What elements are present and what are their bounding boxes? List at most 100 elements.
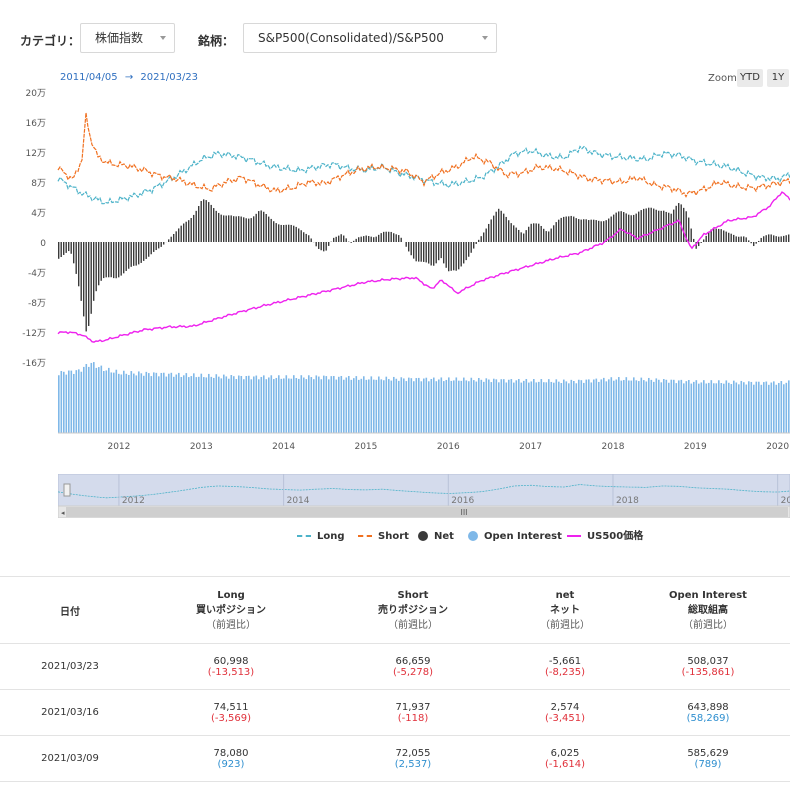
open-interest-bar xyxy=(480,379,483,433)
net-bar xyxy=(170,236,172,242)
open-interest-bar xyxy=(283,378,285,433)
open-interest-bar xyxy=(655,378,658,433)
open-interest-bar xyxy=(750,381,753,433)
net-bar xyxy=(660,210,662,242)
legend-item-us500[interactable]: US500価格 xyxy=(567,528,643,546)
open-interest-bar xyxy=(345,377,348,433)
open-interest-bar xyxy=(383,380,385,433)
net-bar xyxy=(205,200,207,242)
net-bar xyxy=(415,242,417,262)
y-axis-labels: 20万 16万 12万 8万 4万 0 -4万 -8万 -12万 -16万 xyxy=(22,89,46,369)
open-interest-bar xyxy=(648,377,650,433)
open-interest-bar xyxy=(575,383,578,433)
open-interest-bar xyxy=(485,378,488,433)
net-bar xyxy=(70,242,72,254)
open-interest-bar xyxy=(303,377,305,433)
net-bar xyxy=(610,216,612,242)
legend-us500-symbol xyxy=(567,535,581,537)
net-bar xyxy=(700,242,702,243)
open-interest-bar xyxy=(483,381,485,433)
open-interest-bar xyxy=(535,382,538,433)
net-bar xyxy=(175,231,177,242)
net-bar xyxy=(698,242,700,247)
open-interest-bar xyxy=(378,376,380,433)
open-interest-bar xyxy=(675,383,678,433)
net-bar xyxy=(225,215,227,242)
open-interest-bar xyxy=(273,379,275,433)
net-bar xyxy=(65,242,67,253)
open-interest-bar xyxy=(635,380,638,433)
net-bar xyxy=(413,242,415,259)
legend-item-net[interactable]: Net xyxy=(418,528,454,546)
range-start[interactable]: 2011/04/05 xyxy=(60,72,118,83)
open-interest-bar xyxy=(533,379,535,433)
net-bar xyxy=(203,199,205,242)
net-bar xyxy=(245,218,247,242)
open-interest-bar xyxy=(443,381,445,433)
open-interest-bar xyxy=(268,377,270,433)
cell-long: 78,080 (923) xyxy=(140,735,322,782)
short-series-line xyxy=(57,112,790,198)
zoom-ytd-button[interactable]: YTD xyxy=(737,69,763,87)
net-bar xyxy=(638,211,640,242)
net-bar xyxy=(490,219,492,242)
open-interest-bar xyxy=(410,378,413,433)
open-interest-bar xyxy=(93,362,95,433)
open-interest-bar xyxy=(235,379,238,433)
net-bar xyxy=(593,219,595,242)
navigator-scroll-left-icon[interactable]: ◂ xyxy=(61,509,65,517)
net-bar xyxy=(433,242,435,266)
net-bar xyxy=(715,228,717,242)
net-bar xyxy=(270,218,272,242)
open-interest-bar xyxy=(775,384,778,433)
open-interest-bar xyxy=(58,375,60,433)
open-interest-bar xyxy=(545,382,548,433)
open-interest-bar xyxy=(418,377,420,433)
x-tick-label: 2013 xyxy=(190,442,213,452)
legend-net-symbol xyxy=(418,531,428,541)
net-bar xyxy=(450,242,452,271)
x-tick-label: 2019 xyxy=(684,442,707,452)
legend-item-short[interactable]: Short xyxy=(358,528,409,546)
net-bar xyxy=(428,242,430,264)
net-bar xyxy=(583,219,585,242)
open-interest-bar xyxy=(385,376,388,433)
open-interest-bar xyxy=(778,382,780,433)
open-interest-bar xyxy=(588,379,590,433)
open-interest-bar xyxy=(123,370,125,433)
range-end[interactable]: 2021/03/23 xyxy=(140,72,199,83)
open-interest-bar xyxy=(503,379,505,433)
net-bar xyxy=(738,236,740,242)
open-interest-bar xyxy=(293,375,295,433)
legend-item-long[interactable]: Long xyxy=(297,528,345,546)
net-bar xyxy=(495,211,497,242)
open-interest-bar xyxy=(355,376,358,433)
net-bar xyxy=(628,214,630,242)
open-interest-bar xyxy=(488,379,490,433)
open-interest-bar xyxy=(568,383,570,433)
cell-net: 6,025 (-1,614) xyxy=(504,735,626,782)
open-interest-bar xyxy=(315,375,318,433)
open-interest-bar xyxy=(768,384,770,433)
navigator[interactable]: 2012 2014 2016 2018 202 III ◂ xyxy=(58,474,790,518)
net-bar xyxy=(85,242,87,332)
category-select[interactable]: 株価指数 xyxy=(80,23,175,53)
net-bar xyxy=(238,216,240,242)
open-interest-bar xyxy=(630,380,633,433)
legend-item-open-interest[interactable]: Open Interest xyxy=(468,528,562,546)
symbol-select[interactable]: S&P500(Consolidated)/S&P500 xyxy=(243,23,497,53)
open-interest-bar xyxy=(240,375,243,433)
open-interest-bar xyxy=(415,378,418,433)
open-interest-bar xyxy=(178,372,180,433)
zoom-1y-button[interactable]: 1Y xyxy=(767,69,789,87)
open-interest-bar xyxy=(585,379,588,433)
net-bar xyxy=(713,228,715,242)
net-bar xyxy=(360,236,362,242)
y-tick-label: 0 xyxy=(40,239,46,249)
net-bar xyxy=(755,242,757,244)
net-bar xyxy=(113,242,115,279)
navigator-scroll-thumb[interactable] xyxy=(66,507,788,517)
open-interest-bar xyxy=(393,376,395,433)
cell-open-interest: 643,898 (58,269) xyxy=(626,689,790,736)
navigator-left-handle[interactable] xyxy=(63,483,71,497)
